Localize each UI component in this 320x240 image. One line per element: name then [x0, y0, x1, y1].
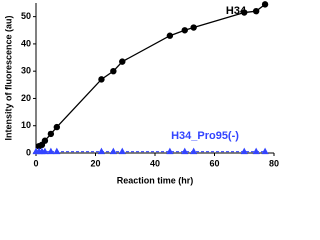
marker [252, 7, 260, 15]
y-tick-label: 30 [21, 66, 31, 76]
chart: Reaction time (hr) Intensity of fluoresc… [3, 1, 279, 185]
marker [261, 147, 269, 155]
series-line [38, 3, 266, 147]
marker [119, 58, 126, 65]
marker [41, 137, 49, 144]
marker [109, 147, 117, 155]
x-tick-label: 80 [269, 158, 279, 168]
marker [98, 76, 105, 83]
y-axis-title: Intensity of fluorescence (au) [3, 15, 13, 140]
y-tick-label: 10 [21, 120, 31, 130]
marker [118, 147, 126, 155]
marker [47, 130, 55, 138]
marker [110, 67, 117, 75]
marker [181, 147, 189, 155]
marker [47, 147, 55, 155]
x-axis-title: Reaction time (hr) [117, 175, 194, 185]
marker [241, 9, 248, 16]
y-tick-label: 20 [21, 93, 31, 103]
series-label: H34 [226, 5, 247, 17]
marker [190, 24, 197, 31]
x-tick-label: 0 [33, 158, 38, 168]
series-label: H34_Pro95(-) [171, 130, 239, 142]
y-tick-label: 0 [26, 147, 31, 157]
marker [97, 147, 105, 155]
marker [240, 147, 248, 155]
marker [166, 32, 174, 39]
marker [166, 147, 174, 155]
marker [53, 147, 61, 155]
y-tick-label: 40 [21, 38, 31, 48]
marker [53, 123, 61, 131]
x-tick-label: 20 [90, 158, 100, 168]
x-tick-label: 60 [209, 158, 219, 168]
marker [41, 147, 49, 155]
y-tick-label: 50 [21, 11, 31, 21]
marker [190, 147, 198, 155]
marker [252, 147, 260, 155]
marker [261, 1, 269, 8]
marker [181, 27, 188, 34]
x-tick-label: 40 [150, 158, 160, 168]
